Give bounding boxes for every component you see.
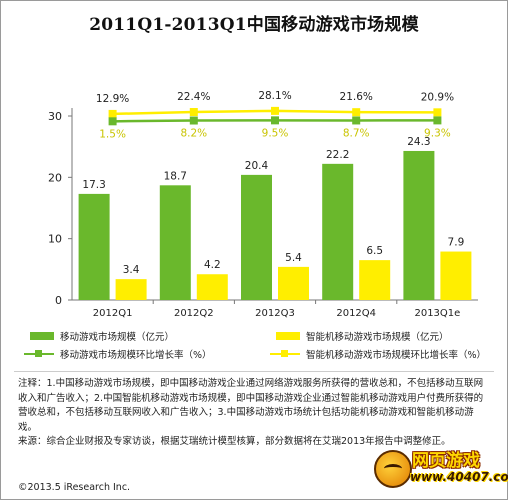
line-value-label: 8.2% xyxy=(180,128,207,140)
y-tick-label: 30 xyxy=(48,110,62,123)
chart-notes: 注释：1.中国移动游戏市场规模，即中国移动游戏企业通过网络游戏服务所获得的营收总… xyxy=(18,377,486,450)
line-value-label: 21.6% xyxy=(340,91,373,103)
legend-swatch-green-line xyxy=(24,349,54,359)
line-value-label: 1.5% xyxy=(99,128,126,140)
bar-value-label: 4.2 xyxy=(204,259,221,271)
mascot-icon xyxy=(374,450,412,488)
legend-label: 智能机移动游戏市场规模环比增长率（%） xyxy=(306,350,487,361)
line-point xyxy=(271,106,279,115)
line-value-label: 8.7% xyxy=(343,127,370,139)
line-value-label: 12.9% xyxy=(96,93,129,105)
legend-item-smartphone-market: 智能机移动游戏市场规模（亿元） xyxy=(276,329,449,343)
line-value-label: 22.4% xyxy=(177,91,210,103)
x-tick-label: 2013Q1e xyxy=(414,308,460,319)
bar-value-label: 18.7 xyxy=(164,170,187,182)
bar xyxy=(115,279,147,300)
legend-item-mobile-market: 移动游戏市场规模（亿元） xyxy=(30,329,174,343)
bar-value-label: 24.3 xyxy=(407,136,430,148)
y-tick-label: 20 xyxy=(48,171,62,184)
line-point xyxy=(433,116,442,125)
x-tick-label: 2012Q4 xyxy=(336,308,376,319)
line-point xyxy=(352,108,361,117)
bar-value-label: 17.3 xyxy=(82,179,105,191)
y-tick-label: 0 xyxy=(55,294,62,307)
chart-title: 2011Q1-2013Q1中国移动游戏市场规模 xyxy=(89,15,419,35)
line-value-label: 28.1% xyxy=(258,90,291,102)
line-point xyxy=(189,108,198,117)
bar xyxy=(241,174,272,300)
line-point xyxy=(108,117,117,126)
bar xyxy=(196,274,228,300)
legend-swatch-green-bar xyxy=(30,332,54,340)
legend-swatch-yellow-bar xyxy=(276,332,300,340)
x-tick-label: 2012Q3 xyxy=(255,308,295,319)
legend-label: 移动游戏市场规模（亿元） xyxy=(60,332,175,343)
bar-value-label: 5.4 xyxy=(285,252,302,264)
line-point xyxy=(108,109,117,118)
bar-value-label: 22.2 xyxy=(326,149,349,161)
legend-item-smartphone-growth: 智能机移动游戏市场规模环比增长率（%） xyxy=(270,347,486,361)
legend-item-mobile-growth: 移动游戏市场规模环比增长率（%） xyxy=(24,347,212,361)
divider xyxy=(14,371,494,372)
legend-label: 智能机移动游戏市场规模（亿元） xyxy=(306,332,449,343)
bar xyxy=(159,185,191,300)
line-point xyxy=(433,108,442,117)
bar xyxy=(359,260,391,300)
bar xyxy=(440,251,472,300)
bar xyxy=(78,193,110,300)
y-tick-label: 10 xyxy=(48,233,62,246)
bar xyxy=(278,266,309,300)
bar-value-label: 20.4 xyxy=(245,160,269,172)
line-value-label: 9.3% xyxy=(424,127,451,139)
bar xyxy=(403,150,435,300)
watermark-logo: 网页游戏 www.40407.com xyxy=(374,446,508,490)
chart-legend: 移动游戏市场规模（亿元） 智能机移动游戏市场规模（亿元） 移动游戏市场规模环比增… xyxy=(22,325,492,365)
note-text: 注释：1.中国移动游戏市场规模，即中国移动游戏企业通过网络游戏服务所获得的营收总… xyxy=(18,378,484,433)
bar-value-label: 3.4 xyxy=(123,264,140,276)
line-value-label: 20.9% xyxy=(421,91,454,103)
legend-swatch-yellow-line xyxy=(270,349,300,359)
x-tick-label: 2012Q2 xyxy=(174,308,214,319)
watermark-url: www.40407.com xyxy=(410,470,508,484)
line-point xyxy=(271,116,279,125)
chart-plot: 0 10 20 30 2012Q1 2012Q2 2012Q3 2012Q4 2013Q1e 17… xyxy=(48,90,478,319)
bar xyxy=(322,163,354,300)
watermark-title: 网页游戏 xyxy=(412,451,480,471)
legend-label: 移动游戏市场规模环比增长率（%） xyxy=(60,350,212,361)
line-point xyxy=(352,116,361,125)
bar-value-label: 7.9 xyxy=(448,237,465,249)
line-value-label: 9.5% xyxy=(262,127,289,139)
source-text: 来源：综合企业财报及专家访谈，根据艾瑞统计模型核算，部分数据将在艾瑞2013年报… xyxy=(18,436,451,447)
bar-value-label: 6.5 xyxy=(366,245,383,257)
copyright-text: ©2013.5 iResearch Inc. xyxy=(18,482,131,493)
x-tick-label: 2012Q1 xyxy=(93,308,133,319)
line-point xyxy=(189,116,198,125)
